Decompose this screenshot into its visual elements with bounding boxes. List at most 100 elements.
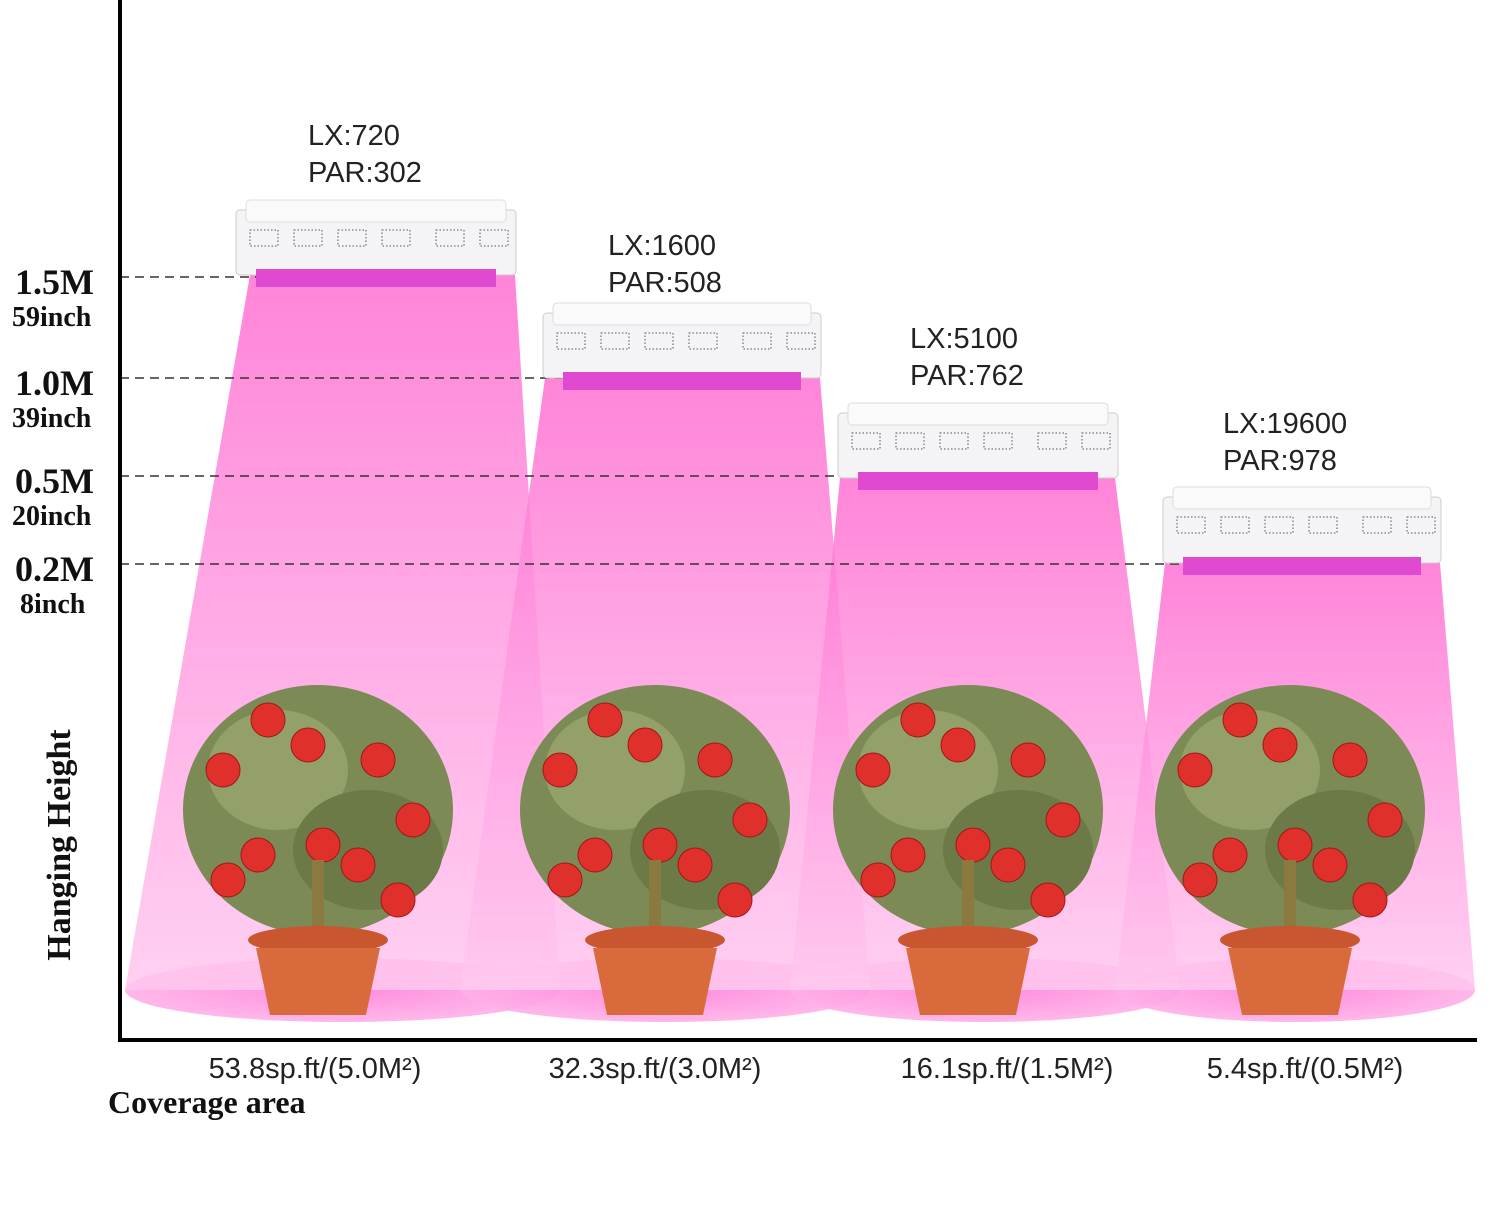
tomato [732,802,768,838]
tomato [1177,752,1213,788]
height-metric: 0.5M [15,461,94,501]
light-top [847,402,1109,426]
light-top [552,302,812,326]
stem [962,860,974,940]
tomato-plant [520,685,790,1015]
vent [895,432,925,450]
tomato [1352,882,1388,918]
height-metric: 1.5M [15,262,94,302]
vent [1037,432,1067,450]
vertical-axis-title: Hanging Height [41,729,78,961]
lux-label: LX:1600 [608,230,716,262]
tomato [1262,727,1298,763]
tomato [542,752,578,788]
tomato [1277,827,1313,863]
height-metric: 1.0M [15,363,94,403]
led-panel [563,372,801,390]
horizontal-axis-title: Coverage area [108,1084,306,1120]
coverage-label: 5.4sp.ft/(0.5M²) [1207,1053,1404,1085]
vent [479,229,509,247]
vent [556,332,586,350]
tomato [395,802,431,838]
tomato [697,742,733,778]
vent [1176,516,1206,534]
grow-light [1162,486,1442,575]
tomato [240,837,276,873]
tomato [587,702,623,738]
vent [983,432,1013,450]
tomato [380,882,416,918]
tomato [305,827,341,863]
led-panel [1183,557,1421,575]
tomato [210,862,246,898]
vent [851,432,881,450]
vent [293,229,323,247]
pot-rim [248,926,388,954]
vent [644,332,674,350]
height-metric: 0.2M [15,549,94,589]
vent [337,229,367,247]
tomato [1010,742,1046,778]
scene [120,199,1475,1022]
tomato [890,837,926,873]
grow-light [542,302,822,390]
vent [1220,516,1250,534]
grow-light [837,402,1119,490]
coverage-label: 32.3sp.ft/(3.0M²) [549,1053,762,1085]
tomato [1182,862,1218,898]
stem [312,860,324,940]
pot-rim [585,926,725,954]
par-label: PAR:762 [910,360,1024,392]
led-panel [256,269,496,287]
light-top [1172,486,1432,510]
tomato [577,837,613,873]
vent [939,432,969,450]
tomato [627,727,663,763]
pot [256,948,380,1015]
par-label: PAR:508 [608,267,722,299]
vent [1081,432,1111,450]
tomato-plant [833,685,1103,1015]
vent [381,229,411,247]
light-top [245,199,507,223]
vent [1308,516,1338,534]
tomato [860,862,896,898]
vent [1264,516,1294,534]
lux-label: LX:19600 [1223,408,1347,440]
pot [906,948,1030,1015]
tomato [290,727,326,763]
tomato [900,702,936,738]
pot [593,948,717,1015]
pot [1228,948,1352,1015]
vent [435,229,465,247]
vent [688,332,718,350]
tomato-plant [1155,685,1425,1015]
tomato [642,827,678,863]
tomato [360,742,396,778]
par-label: PAR:302 [308,157,422,189]
coverage-label: 53.8sp.ft/(5.0M²) [209,1053,422,1085]
stem [649,860,661,940]
tomato-plant [183,685,453,1015]
vent [600,332,630,350]
tomato [340,847,376,883]
stem [1284,860,1296,940]
height-imperial: 8inch [20,589,86,620]
grow-light [235,199,517,287]
height-imperial: 39inch [12,403,92,434]
lux-label: LX:5100 [910,323,1018,355]
tomato [1367,802,1403,838]
tomato [940,727,976,763]
tomato [205,752,241,788]
tomato [990,847,1026,883]
tomato [717,882,753,918]
height-imperial: 20inch [12,501,92,532]
vent [249,229,279,247]
height-imperial: 59inch [12,302,92,333]
tomato [1045,802,1081,838]
pot-rim [898,926,1038,954]
led-panel [858,472,1098,490]
tomato [1312,847,1348,883]
vent [786,332,816,350]
